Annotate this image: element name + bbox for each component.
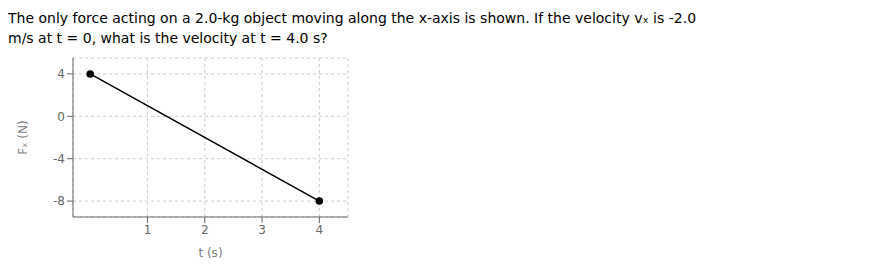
svg-text:-8: -8	[53, 194, 65, 208]
svg-text:1: 1	[144, 223, 152, 237]
svg-text:0: 0	[57, 110, 65, 124]
svg-text:t (s): t (s)	[198, 246, 222, 260]
svg-text:3: 3	[258, 223, 266, 237]
svg-text:-4: -4	[53, 152, 65, 166]
html-text:m/s at t = 0, what is the velo: m/s at t = 0, what is the velocity at t …	[8, 30, 328, 46]
svg-text:4: 4	[316, 223, 324, 237]
html-text:The only force acting on a 2.0: The only force acting on a 2.0-kg object…	[8, 10, 697, 26]
svg-text:Fₓ (N): Fₓ (N)	[16, 120, 30, 154]
svg-text:2: 2	[201, 223, 209, 237]
svg-text:4: 4	[57, 67, 65, 81]
